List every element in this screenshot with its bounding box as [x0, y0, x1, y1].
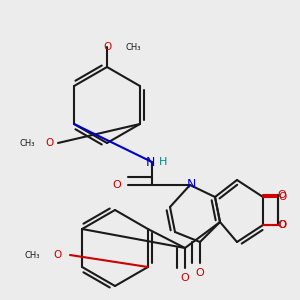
Text: O: O [112, 180, 122, 190]
Text: O: O [196, 268, 204, 278]
Text: CH₃: CH₃ [126, 43, 142, 52]
Text: CH₃: CH₃ [20, 139, 35, 148]
Text: H: H [159, 157, 167, 167]
Text: O: O [277, 220, 286, 230]
Text: N: N [187, 178, 196, 191]
Text: O: O [279, 220, 287, 230]
Text: O: O [279, 192, 287, 202]
Text: O: O [277, 190, 286, 200]
Text: CH₃: CH₃ [25, 250, 40, 260]
Text: O: O [181, 273, 189, 283]
Text: O: O [46, 138, 54, 148]
Text: O: O [103, 42, 111, 52]
Text: O: O [54, 250, 62, 260]
Text: N: N [146, 155, 155, 169]
